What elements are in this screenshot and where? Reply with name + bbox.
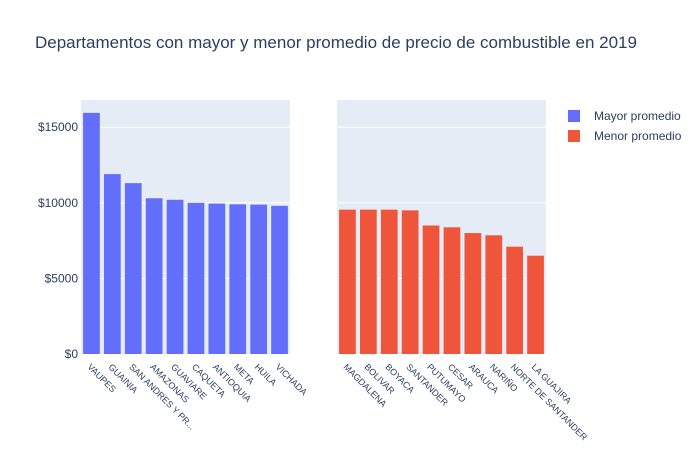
- bar-amazonas: [145, 198, 163, 354]
- bar-nariño: [485, 235, 503, 354]
- y-tick-label: $0: [65, 347, 79, 361]
- x-tick-label: VICHADA: [274, 362, 309, 397]
- bar-magdalena: [339, 209, 356, 354]
- bar-norte-de-santander: [506, 246, 524, 354]
- bar-meta: [229, 204, 247, 354]
- legend-label-menor: Menor promedio: [594, 129, 682, 143]
- y-tick-label: $10000: [38, 196, 78, 210]
- legend-swatch-menor: [568, 130, 580, 142]
- bar-guaviare: [166, 199, 184, 354]
- legend-label-mayor: Mayor promedio: [594, 109, 681, 123]
- bar-antioquia: [208, 203, 226, 354]
- y-tick-label: $15000: [38, 120, 78, 134]
- bar-la-guajira: [527, 255, 544, 354]
- chart-title: Departamentos con mayor y menor promedio…: [35, 33, 637, 52]
- bar-guainia: [103, 174, 121, 354]
- bar-boyaca: [380, 209, 398, 354]
- bar-caqueta: [187, 202, 205, 354]
- bar-huila: [250, 204, 268, 354]
- y-tick-label: $5000: [45, 271, 79, 285]
- bar-santander: [401, 210, 419, 354]
- legend-item-menor[interactable]: Menor promedio: [568, 126, 681, 146]
- bar-bolivar: [359, 209, 377, 354]
- legend-swatch-mayor: [568, 110, 580, 122]
- bar-arauca: [464, 233, 482, 354]
- legend[interactable]: Mayor promedio Menor promedio: [568, 106, 681, 146]
- bar-vichada: [271, 205, 288, 354]
- bar-san-andres-y-pr: [124, 183, 142, 354]
- x-tick-label: HUILA: [253, 362, 279, 388]
- bar-putumayo: [422, 225, 440, 354]
- legend-item-mayor[interactable]: Mayor promedio: [568, 106, 681, 126]
- bar-vaupes: [83, 112, 100, 354]
- bar-cesar: [443, 227, 461, 354]
